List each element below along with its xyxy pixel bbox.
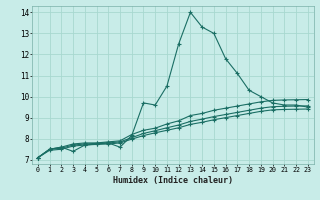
X-axis label: Humidex (Indice chaleur): Humidex (Indice chaleur) [113, 176, 233, 185]
